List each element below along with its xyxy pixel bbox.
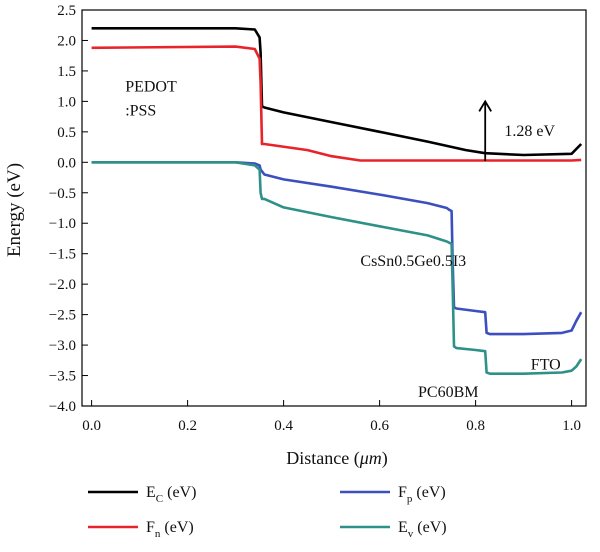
annotation-gap: 1.28 eV xyxy=(504,123,555,140)
y-tick-label: −2.5 xyxy=(49,308,76,324)
legend-label-Ev: Ev (eV) xyxy=(398,519,447,540)
series-line-Fp xyxy=(91,161,583,336)
series-line-Ev xyxy=(91,161,583,375)
y-tick-label: −2.0 xyxy=(49,277,76,293)
y-tick-label: −1.5 xyxy=(49,247,76,263)
series-line-Fn xyxy=(91,45,582,162)
x-axis-label-prefix: Distance ( xyxy=(286,448,359,469)
x-tick-label: 0.2 xyxy=(178,418,197,434)
annotation-pedot2: :PSS xyxy=(125,102,156,119)
y-axis-label: Energy (eV) xyxy=(4,163,25,257)
y-tick-label: 2.0 xyxy=(57,33,76,49)
legend-label-Fp: Fp (eV) xyxy=(398,484,446,505)
x-tick-label: 0.8 xyxy=(466,418,485,434)
series-line-Ec xyxy=(91,27,583,157)
legend-label-Fn: Fn (eV) xyxy=(146,519,194,540)
x-axis-label-unit: μm xyxy=(359,448,382,468)
series-lines xyxy=(91,27,583,375)
x-tick-label: 1.0 xyxy=(562,418,581,434)
annotation-pedot1: PEDOT xyxy=(125,79,177,96)
y-tick-label: −3.5 xyxy=(49,369,76,385)
annotation-fto: FTO xyxy=(531,356,561,373)
y-tick-label: 2.5 xyxy=(57,3,76,19)
x-tick-label: 0.6 xyxy=(370,418,389,434)
bandgap-arrow-head xyxy=(478,99,492,112)
x-tick-label: 0.0 xyxy=(82,418,101,434)
x-axis-label-suffix: ) xyxy=(382,448,388,469)
y-tick-label: −3.0 xyxy=(49,338,76,354)
y-tick-label: −0.5 xyxy=(49,186,76,202)
legend-label-Ec: EC (eV) xyxy=(146,484,196,505)
axes: 2.5 2.0 1.5 1.0 0.5 0.0 −0.5 −1.0 −1.5 −2.0 −2.5 −3… xyxy=(49,3,587,434)
y-tick-label: −1.0 xyxy=(49,216,76,232)
x-axis-label: Distance (μm) xyxy=(286,448,388,469)
y-tick-label: 1.0 xyxy=(57,94,76,110)
y-tick-label: −4.0 xyxy=(49,399,76,415)
annotations: PEDOT :PSS CsSn0.5Ge0.5I3 FTO PC60BM 1.28 eV xyxy=(125,79,561,401)
y-tick-label: 1.5 xyxy=(57,64,76,80)
annotation-cs: CsSn0.5Ge0.5I3 xyxy=(360,253,466,270)
y-tick-label: 0.0 xyxy=(57,155,76,171)
legend: EC (eV) Fp (eV) Fn (eV) Ev (eV) xyxy=(88,484,447,540)
plot-frame xyxy=(81,9,587,407)
x-tick-label: 0.4 xyxy=(274,418,293,434)
y-tick-label: 0.5 xyxy=(57,125,76,141)
annotation-pc: PC60BM xyxy=(418,384,478,401)
